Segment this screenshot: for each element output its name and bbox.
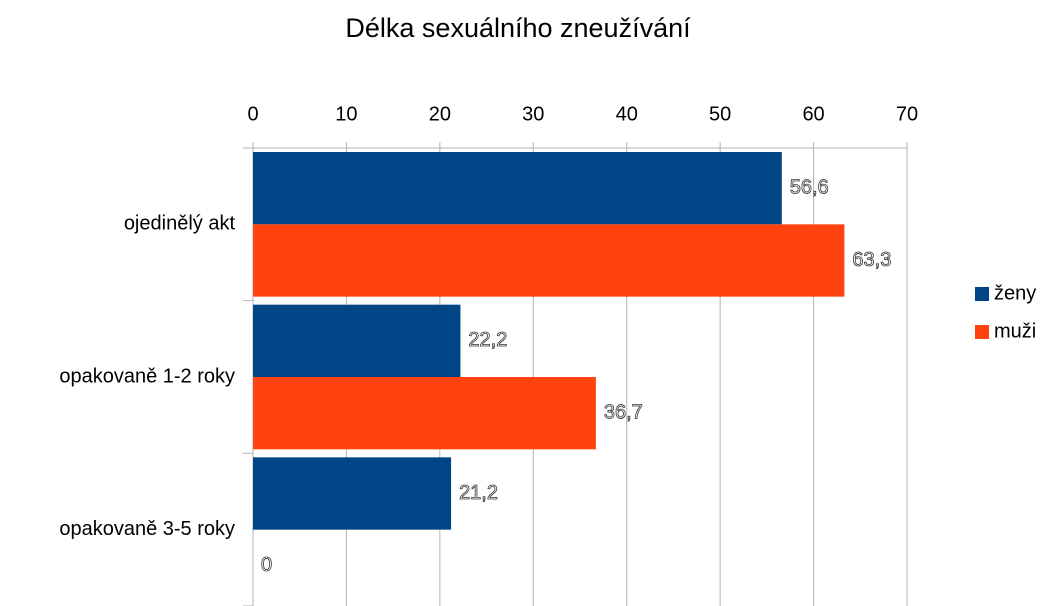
value-label: 36,7 (604, 401, 643, 423)
chart-title: Délka sexuálního zneužívání (345, 13, 691, 43)
x-tick-label: 60 (802, 103, 824, 125)
bar (253, 457, 452, 530)
x-tick-label: 20 (429, 103, 451, 125)
x-tick-label: 50 (709, 103, 731, 125)
bar (253, 152, 782, 225)
y-tick-label: opakovaně 3-5 roky (59, 518, 235, 540)
x-tick-label: 40 (616, 103, 638, 125)
value-label: 63,3 (852, 249, 891, 271)
x-tick-label: 70 (896, 103, 918, 125)
bar (253, 377, 596, 450)
y-tick-label: opakovaně 1-2 roky (59, 365, 235, 387)
legend-label: ženy (994, 282, 1036, 304)
legend-label: muži (994, 320, 1036, 342)
value-label: 56,6 (790, 176, 829, 198)
bar (253, 304, 461, 377)
bar (253, 224, 845, 297)
y-tick-label: ojedinělý akt (124, 213, 236, 235)
value-label: 0 (261, 554, 272, 576)
value-label: 21,2 (459, 482, 498, 504)
value-label: 22,2 (468, 329, 507, 351)
x-tick-label: 0 (247, 103, 258, 125)
legend-swatch (975, 287, 989, 301)
x-tick-label: 10 (335, 103, 357, 125)
x-tick-label: 30 (522, 103, 544, 125)
legend-swatch (975, 325, 989, 339)
